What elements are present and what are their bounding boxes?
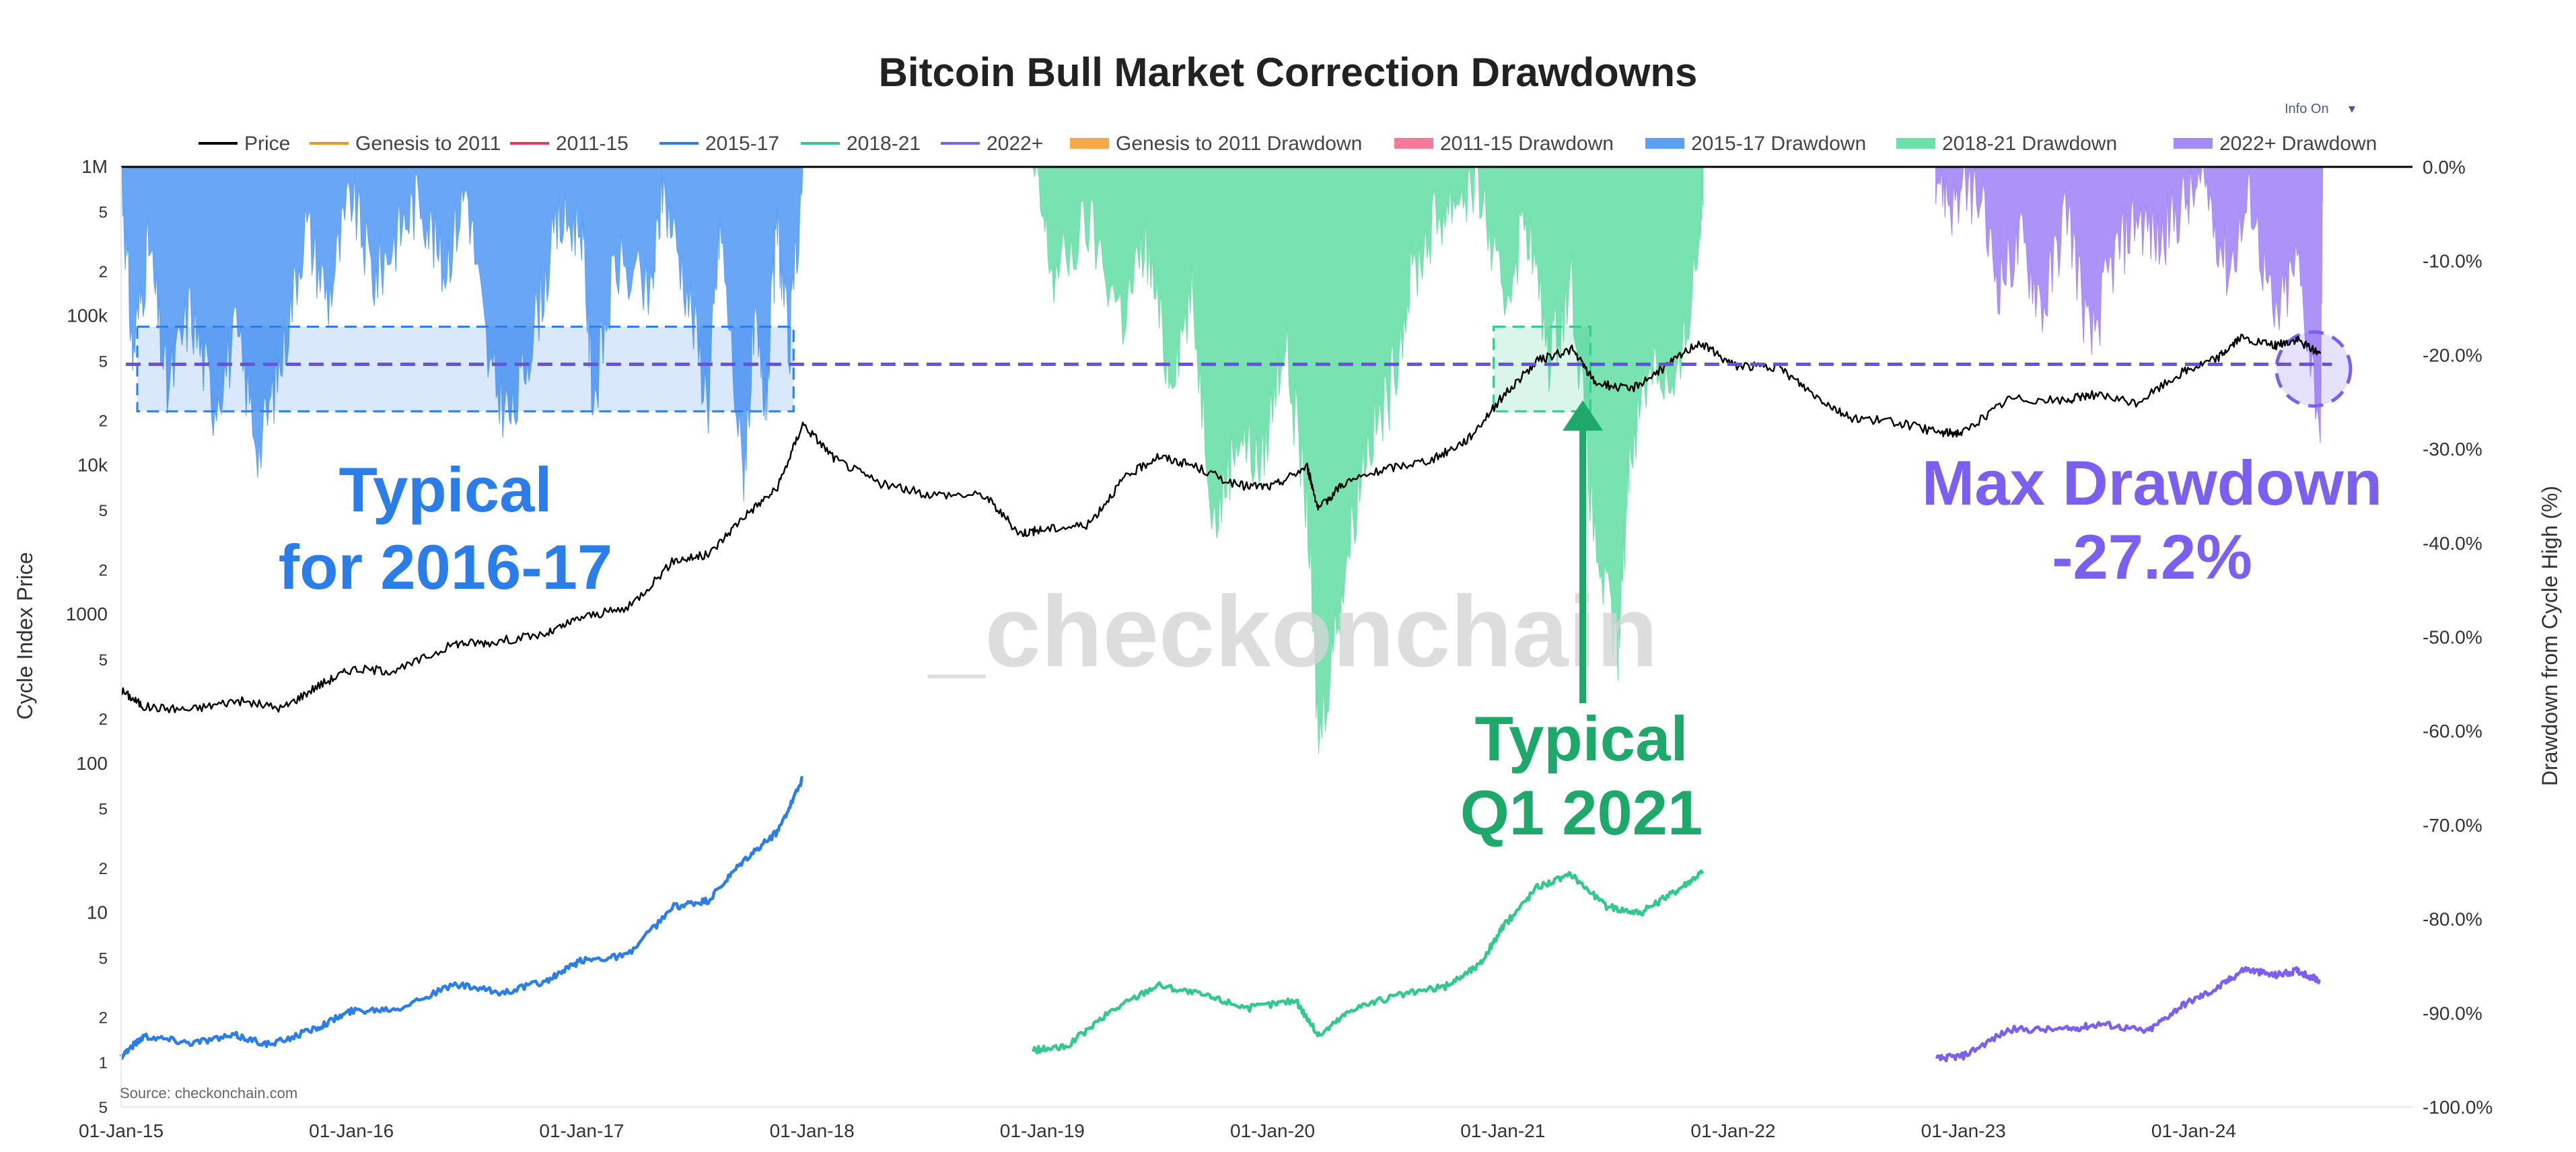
y-right-tick-8: -80.0% bbox=[2423, 909, 2482, 930]
y-right-tick-5: -50.0% bbox=[2423, 627, 2482, 648]
x-tick-1: 01-Jan-16 bbox=[309, 1120, 394, 1141]
legend-label-price: Price bbox=[244, 133, 290, 155]
x-tick-2: 01-Jan-17 bbox=[539, 1120, 624, 1141]
legend-swatch-2015-17-drawdown bbox=[1645, 138, 1684, 149]
area-2022-drawdown bbox=[1935, 166, 2324, 443]
y-right-tick-10: -100.0% bbox=[2423, 1097, 2493, 1118]
area-2018-21-drawdown bbox=[1032, 166, 1704, 754]
y-left-tick-8: 2 bbox=[99, 561, 108, 579]
legend-label-2018-21-drawdown: 2018-21 Drawdown bbox=[1942, 133, 2117, 155]
legend-label-genesis-to-2011: Genesis to 2011 bbox=[355, 133, 501, 155]
y-left-tick-13: 5 bbox=[99, 801, 108, 819]
source-note: Source: checkonchain.com bbox=[120, 1085, 297, 1102]
typical-2016-17-label-line-1: Typical bbox=[339, 454, 552, 525]
y-left-tick-6: 10k bbox=[77, 454, 108, 475]
line-price bbox=[120, 333, 2322, 714]
y-left-tick-17: 2 bbox=[99, 1009, 108, 1028]
area-2015-17-drawdown bbox=[120, 166, 803, 502]
y-left-tick-15: 10 bbox=[87, 902, 108, 923]
y-left-tick-18: 1 bbox=[99, 1054, 108, 1072]
typical-q1-2021-label-line-2: Q1 2021 bbox=[1460, 777, 1703, 848]
x-tick-4: 01-Jan-19 bbox=[1000, 1120, 1085, 1141]
y-right-tick-1: -10.0% bbox=[2423, 251, 2482, 272]
legend-swatch-2022-drawdown bbox=[2174, 138, 2213, 149]
q1-2021-arrow-head bbox=[1563, 400, 1603, 431]
y-left-tick-14: 2 bbox=[99, 860, 108, 878]
legend-label-2018-21: 2018-21 bbox=[847, 133, 921, 155]
legend-label-2011-15-drawdown: 2011-15 Drawdown bbox=[1440, 133, 1614, 155]
line-2018-21 bbox=[1032, 869, 1705, 1054]
x-tick-6: 01-Jan-21 bbox=[1460, 1120, 1545, 1141]
y-right-tick-6: -60.0% bbox=[2423, 721, 2482, 742]
y-left-tick-19: 5 bbox=[99, 1099, 108, 1117]
legend-label-2022-: 2022+ bbox=[987, 133, 1043, 155]
y-left-tick-1: 5 bbox=[99, 204, 108, 222]
y-left-tick-2: 2 bbox=[99, 263, 108, 281]
y-right-tick-9: -90.0% bbox=[2423, 1003, 2482, 1023]
x-tick-5: 01-Jan-20 bbox=[1230, 1120, 1315, 1141]
y-left-axis-label: Cycle Index Price bbox=[13, 552, 37, 720]
line-2022- bbox=[1935, 966, 2321, 1063]
legend-swatch-2011-15-drawdown bbox=[1394, 138, 1433, 149]
y-left-tick-4: 5 bbox=[99, 353, 108, 371]
y-left-tick-16: 5 bbox=[99, 949, 108, 968]
legend-label-2015-17-drawdown: 2015-17 Drawdown bbox=[1691, 133, 1866, 155]
y-left-tick-5: 2 bbox=[99, 412, 108, 431]
x-tick-8: 01-Jan-23 bbox=[1921, 1120, 2006, 1141]
y-right-tick-3: -30.0% bbox=[2423, 439, 2482, 460]
info-toggle[interactable]: Info On bbox=[2285, 102, 2329, 116]
x-tick-3: 01-Jan-18 bbox=[770, 1120, 855, 1141]
legend-label-2015-17: 2015-17 bbox=[705, 133, 779, 155]
y-right-axis-label: Drawdown from Cycle High (%) bbox=[2538, 486, 2562, 786]
max-drawdown-label-line-1: Max Drawdown bbox=[1922, 447, 2382, 518]
x-tick-9: 01-Jan-24 bbox=[2151, 1120, 2236, 1141]
y-left-tick-7: 5 bbox=[99, 502, 108, 520]
typical-q1-2021-label-line-1: Typical bbox=[1475, 703, 1688, 774]
legend-label-2022-drawdown: 2022+ Drawdown bbox=[2219, 133, 2377, 155]
y-left-tick-9: 1000 bbox=[66, 604, 108, 624]
max-drawdown-label-line-2: -27.2% bbox=[2052, 521, 2252, 592]
typical-q1-2021-box bbox=[1493, 325, 1591, 412]
legend-label-2011-15: 2011-15 bbox=[556, 133, 629, 155]
x-tick-0: 01-Jan-15 bbox=[79, 1120, 164, 1141]
y-left-tick-10: 5 bbox=[99, 651, 108, 670]
legend-label-genesis-to-2011-drawdown: Genesis to 2011 Drawdown bbox=[1116, 133, 1362, 155]
y-left-tick-12: 100 bbox=[76, 753, 108, 774]
y-right-tick-0: 0.0% bbox=[2423, 157, 2466, 178]
y-right-tick-4: -40.0% bbox=[2423, 533, 2482, 554]
info-toggle-caret: ▾ bbox=[2349, 102, 2355, 116]
chart-title: Bitcoin Bull Market Correction Drawdowns bbox=[879, 50, 1698, 95]
typical-2016-17-box bbox=[136, 325, 795, 412]
typical-2016-17-label-line-2: for 2016-17 bbox=[279, 532, 612, 602]
line-2015-17 bbox=[119, 776, 804, 1060]
legend-swatch-genesis-to-2011-drawdown bbox=[1070, 138, 1109, 149]
watermark: _checkonchain bbox=[927, 575, 1658, 688]
legend-swatch-2018-21-drawdown bbox=[1896, 138, 1935, 149]
y-left-tick-3: 100k bbox=[67, 305, 108, 326]
max-drawdown-circle bbox=[2275, 330, 2353, 408]
y-right-tick-7: -70.0% bbox=[2423, 815, 2482, 836]
y-left-tick-0: 1M bbox=[81, 156, 108, 177]
x-tick-7: 01-Jan-22 bbox=[1690, 1120, 1775, 1141]
y-right-tick-2: -20.0% bbox=[2423, 345, 2482, 365]
y-left-tick-11: 2 bbox=[99, 711, 108, 729]
